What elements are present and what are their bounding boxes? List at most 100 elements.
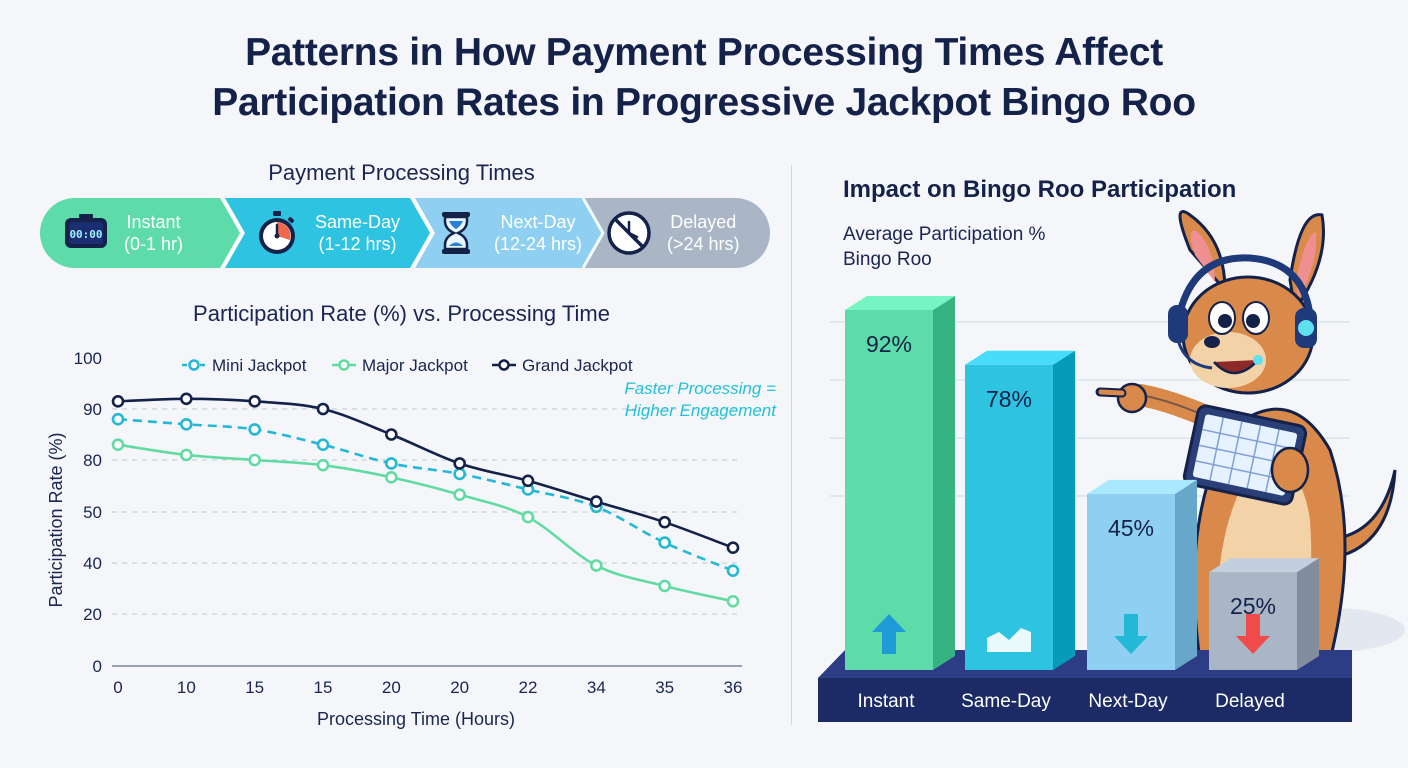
x-axis-label: Processing Time (Hours) bbox=[317, 709, 515, 729]
bar-category-label: Instant bbox=[857, 691, 915, 712]
data-point-grand bbox=[521, 474, 535, 488]
x-tick-label: 0 bbox=[113, 678, 122, 697]
data-point-major bbox=[658, 579, 671, 593]
legend-item-mini-jackpot: Mini Jackpot bbox=[182, 356, 307, 375]
data-point-grand bbox=[590, 495, 603, 508]
stage-next-day: Next-Day (12-24 hrs) bbox=[420, 198, 590, 268]
legend: Mini Jackpot Major Jackpot Grand Jackpot bbox=[182, 356, 633, 375]
bar-chart-subtitle: Average Participation % Bingo Roo bbox=[843, 222, 1045, 272]
data-point-grand bbox=[248, 395, 261, 408]
data-point-major bbox=[248, 453, 261, 467]
legend-label-mini: Mini Jackpot bbox=[212, 356, 307, 375]
y-tick-label: 80 bbox=[83, 451, 102, 470]
x-tick-label: 10 bbox=[177, 678, 196, 697]
series-line-mini bbox=[117, 417, 734, 572]
data-point-major bbox=[316, 458, 330, 472]
data-point-mini bbox=[180, 417, 193, 431]
down-arrow-icon bbox=[1114, 614, 1148, 654]
bar-chart-subtitle-line-1: Average Participation % bbox=[843, 224, 1046, 245]
page-title-line-2: Participation Rates in Progressive Jackp… bbox=[212, 81, 1196, 124]
data-point-major bbox=[180, 448, 193, 462]
stage-next-day-range: (12-24 hrs) bbox=[494, 234, 583, 254]
y-tick-label: 90 bbox=[83, 400, 102, 419]
processing-time-pipeline: 00:00 Instant (0-1 hr) Same-Day (1-12 hr… bbox=[40, 198, 770, 268]
x-tick-label: 20 bbox=[382, 678, 401, 697]
y-tick-label: 20 bbox=[83, 605, 102, 624]
stage-same-day: Same-Day (1-12 hrs) bbox=[235, 198, 415, 268]
legend-item-major-jackpot: Major Jackpot bbox=[332, 356, 468, 375]
series-line-grand bbox=[117, 397, 734, 549]
bar-delayed: 25% bbox=[1209, 558, 1319, 670]
y-axis-label: Participation Rate (%) bbox=[46, 432, 66, 607]
data-point-mini bbox=[658, 536, 671, 549]
data-point-grand bbox=[453, 457, 466, 470]
data-point-major bbox=[521, 510, 535, 524]
data-point-mini bbox=[385, 457, 398, 470]
stage-instant-name: Instant bbox=[126, 212, 181, 232]
data-point-mini bbox=[316, 438, 330, 452]
down-arrow-icon bbox=[1236, 614, 1270, 654]
pipeline-heading: Payment Processing Times bbox=[268, 160, 535, 185]
bar-chart-subtitle-line-2: Bingo Roo bbox=[843, 249, 932, 270]
x-tick-label: 15 bbox=[245, 678, 264, 697]
stage-same-day-name: Same-Day bbox=[315, 212, 401, 232]
y-tick-label: 50 bbox=[83, 503, 102, 522]
bar-value-label: 45% bbox=[1108, 515, 1154, 541]
bar-category-label: Delayed bbox=[1215, 691, 1285, 712]
stage-next-day-name: Next-Day bbox=[500, 212, 576, 232]
x-tick-label: 20 bbox=[450, 678, 469, 697]
annotation-line-1: Faster Processing = bbox=[624, 379, 776, 398]
stage-delayed: Delayed (>24 hrs) bbox=[595, 198, 770, 268]
data-point-grand bbox=[316, 402, 330, 416]
stage-instant-range: (0-1 hr) bbox=[124, 234, 184, 254]
data-point-major bbox=[590, 559, 603, 572]
data-point-mini bbox=[111, 412, 125, 426]
x-tick-label: 15 bbox=[314, 678, 333, 697]
digital-clock-display: 00:00 bbox=[69, 228, 102, 241]
data-point-grand bbox=[658, 515, 671, 529]
data-point-grand bbox=[726, 541, 740, 555]
hourglass-icon bbox=[442, 212, 470, 254]
x-tick-label: 22 bbox=[519, 678, 538, 697]
line-chart: 100 90 80 50 40 20 0 0 10 15 15 20 20 22 34 35 36 Proce… bbox=[46, 349, 777, 729]
section-divider bbox=[791, 165, 792, 725]
y-tick-label: 0 bbox=[93, 657, 102, 676]
bar-value-label: 78% bbox=[986, 386, 1032, 412]
x-tick-label: 36 bbox=[724, 678, 743, 697]
x-tick-label: 34 bbox=[587, 678, 606, 697]
bar-category-label: Next-Day bbox=[1088, 691, 1168, 712]
chart-trend-icon bbox=[987, 628, 1031, 652]
legend-item-grand-jackpot: Grand Jackpot bbox=[492, 356, 633, 375]
bar-next-day: 45% bbox=[1087, 479, 1197, 670]
data-point-mini bbox=[726, 564, 740, 577]
page-title: Patterns in How Payment Processing Times… bbox=[0, 28, 1408, 128]
up-arrow-icon bbox=[872, 614, 906, 654]
stage-instant: 00:00 Instant (0-1 hr) bbox=[40, 198, 225, 268]
data-point-major bbox=[453, 488, 466, 501]
line-chart-title: Participation Rate (%) vs. Processing Ti… bbox=[193, 301, 610, 326]
data-point-major bbox=[385, 471, 398, 484]
data-point-mini bbox=[248, 423, 261, 436]
data-point-grand bbox=[111, 395, 125, 408]
data-point-major bbox=[111, 438, 125, 452]
data-point-grand bbox=[180, 392, 193, 406]
page-title-line-1: Patterns in How Payment Processing Times… bbox=[245, 31, 1163, 74]
bar-instant: 92% bbox=[845, 296, 955, 670]
legend-label-major: Major Jackpot bbox=[362, 356, 468, 375]
annotation-line-2: Higher Engagement bbox=[625, 401, 777, 420]
no-clock-icon bbox=[607, 211, 651, 255]
stopwatch-icon bbox=[259, 211, 295, 254]
bar-same-day: 78% bbox=[965, 350, 1075, 670]
bar-value-label: 92% bbox=[866, 331, 912, 357]
series-line-major bbox=[117, 443, 734, 603]
stage-delayed-range: (>24 hrs) bbox=[667, 234, 740, 254]
data-point-major bbox=[726, 594, 740, 608]
digital-clock-icon: 00:00 bbox=[65, 214, 107, 248]
x-tick-label: 35 bbox=[655, 678, 674, 697]
stage-same-day-range: (1-12 hrs) bbox=[318, 234, 397, 254]
bar-category-label: Same-Day bbox=[961, 691, 1051, 712]
bar-chart-title: Impact on Bingo Roo Participation bbox=[843, 176, 1237, 203]
legend-label-grand: Grand Jackpot bbox=[522, 356, 633, 375]
stage-delayed-name: Delayed bbox=[670, 212, 737, 232]
